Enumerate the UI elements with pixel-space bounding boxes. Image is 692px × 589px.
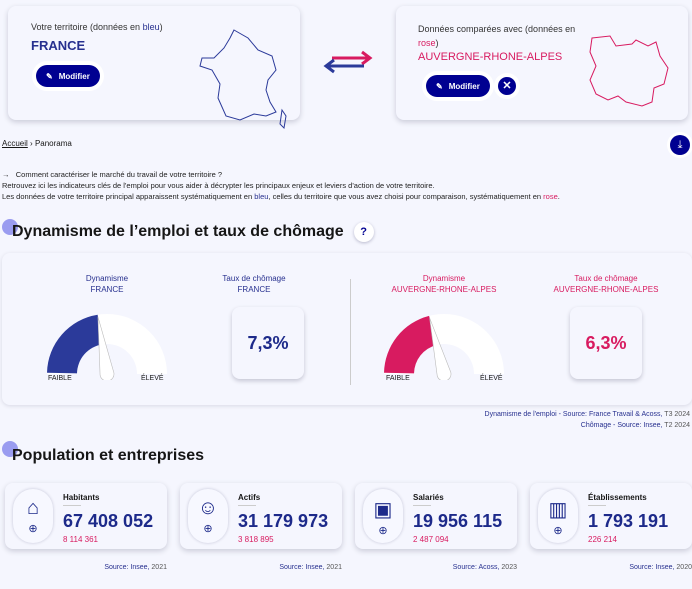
main-territory-name: FRANCE (31, 38, 86, 53)
arrow-icon: → (2, 170, 10, 179)
stat-compare-value: 8 114 361 (63, 535, 98, 544)
intro-question: Comment caractériser le marché du travai… (15, 170, 223, 179)
region-map-icon (589, 35, 669, 107)
stat-label: Actifs (238, 493, 261, 502)
gauge-fill (384, 315, 437, 374)
stat-compare-value: 226 214 (588, 535, 617, 544)
pencil-icon: ✎ (436, 81, 443, 91)
stat-icon-box: ⌂ ⊕ (13, 489, 53, 543)
compare-territory-card: Données comparées avec (données en rose)… (396, 6, 688, 120)
dynamism-france-gauge (47, 314, 167, 380)
stat-label: Habitants (63, 493, 100, 502)
dynamism-france-label: Dynamisme FRANCE (85, 274, 129, 294)
section-title-dynamism: Dynamisme de l’emploi et taux de chômage (12, 223, 344, 240)
divider (350, 279, 351, 385)
stat-source: Source: Acoss, 2023 (452, 564, 517, 571)
plus-circle-icon[interactable]: ⊕ (378, 525, 388, 537)
modify-compare-button[interactable]: ✎ Modifier (426, 75, 490, 97)
stat-label: Établissements (588, 493, 647, 502)
section1-sources: Dynamisme de l'emploi - Source: France T… (484, 411, 690, 429)
france-map-icon (199, 29, 287, 130)
gauge-needle (429, 317, 452, 380)
help-button[interactable]: ? (353, 222, 374, 242)
intro-line: Retrouvez ici les indicateurs clés de l'… (2, 181, 435, 190)
stat-icon-box: ▥ ⊕ (538, 489, 578, 543)
close-icon: ✕ (502, 80, 512, 92)
stat-source: Source: Insee, 2021 (279, 564, 342, 571)
buildings-icon: ▥ (548, 499, 568, 521)
stat-compare-value: 3 818 895 (238, 535, 274, 544)
gauge-low-label: FAIBLE (386, 375, 410, 382)
intro-line: Les données de votre territoire principa… (2, 192, 560, 201)
remove-compare-button[interactable]: ✕ (498, 77, 516, 95)
plus-circle-icon[interactable]: ⊕ (28, 523, 38, 535)
house-person-icon: ⌂ (26, 497, 40, 519)
plus-circle-icon[interactable]: ⊕ (553, 525, 563, 537)
gauge-low-label: FAIBLE (48, 375, 72, 382)
rate-compare-label: Taux de chômage AUVERGNE-RHONE-ALPES (553, 274, 659, 294)
stat-card-0: ⌂ ⊕ Habitants 67 408 052 8 114 361 (5, 483, 167, 549)
stat-icon-box: ☺ ⊕ (188, 489, 228, 543)
rate-france-label: Taux de chômage FRANCE (222, 274, 286, 294)
stat-card-3: ▥ ⊕ Établissements 1 793 191 226 214 (530, 483, 692, 549)
section-dot (2, 441, 18, 457)
breadcrumb-home[interactable]: Accueil (2, 139, 28, 148)
dynamism-compare-gauge (384, 314, 504, 380)
plus-circle-icon[interactable]: ⊕ (203, 523, 213, 535)
stat-value: 19 956 115 (413, 511, 503, 531)
breadcrumb: Accueil › Panorama (2, 139, 72, 148)
compare-territory-label: Données comparées avec (données en rose) (418, 24, 576, 48)
gauge-high-label: ÉLEVÉ (480, 375, 503, 382)
stat-value: 1 793 191 (588, 511, 669, 531)
section-header-dynamism: Dynamisme de l’emploi et taux de chômage… (12, 222, 374, 242)
stat-source: Source: Insee, 2020 (629, 564, 692, 571)
download-button[interactable]: ⤓ (670, 135, 690, 155)
dynamism-compare-label: Dynamisme AUVERGNE-RHONE-ALPES (391, 274, 497, 294)
download-icon: ⤓ (677, 139, 683, 151)
intro-text: → Comment caractériser le marché du trav… (2, 169, 690, 202)
section-dot (2, 219, 18, 235)
breadcrumb-current: Panorama (34, 139, 72, 148)
compare-territory-name: AUVERGNE-RHONE-ALPES (418, 51, 563, 63)
section-title-population: Population et entreprises (12, 447, 205, 464)
modify-main-button[interactable]: ✎ Modifier (36, 65, 100, 87)
gauge-high-label: ÉLEVÉ (141, 375, 164, 382)
stat-icon-box: ▣ ⊕ (363, 489, 403, 543)
gauge-needle (97, 316, 115, 380)
stat-card-2: ▣ ⊕ Salariés 19 956 115 2 487 094 (355, 483, 517, 549)
main-territory-card: Votre territoire (données en bleu) FRANC… (8, 6, 300, 130)
breadcrumb-separator: › (30, 139, 33, 148)
rate-compare-value: 6,3% (570, 307, 642, 379)
stat-card-1: ☺ ⊕ Actifs 31 179 973 3 818 895 (180, 483, 342, 549)
building-person-icon: ▣ (373, 499, 393, 521)
main-territory-label: Votre territoire (données en bleu) (31, 22, 163, 32)
pencil-icon: ✎ (46, 71, 53, 81)
compare-arrows-icon (323, 50, 373, 74)
stat-value: 31 179 973 (238, 511, 329, 531)
stat-label: Salariés (413, 493, 444, 502)
gauge-fill (47, 314, 103, 374)
stat-value: 67 408 052 (63, 511, 154, 531)
rate-france-value: 7,3% (232, 307, 304, 379)
stat-compare-value: 2 487 094 (413, 535, 449, 544)
stat-source: Source: Insee, 2021 (104, 564, 167, 571)
headset-person-icon: ☺ (197, 497, 219, 519)
